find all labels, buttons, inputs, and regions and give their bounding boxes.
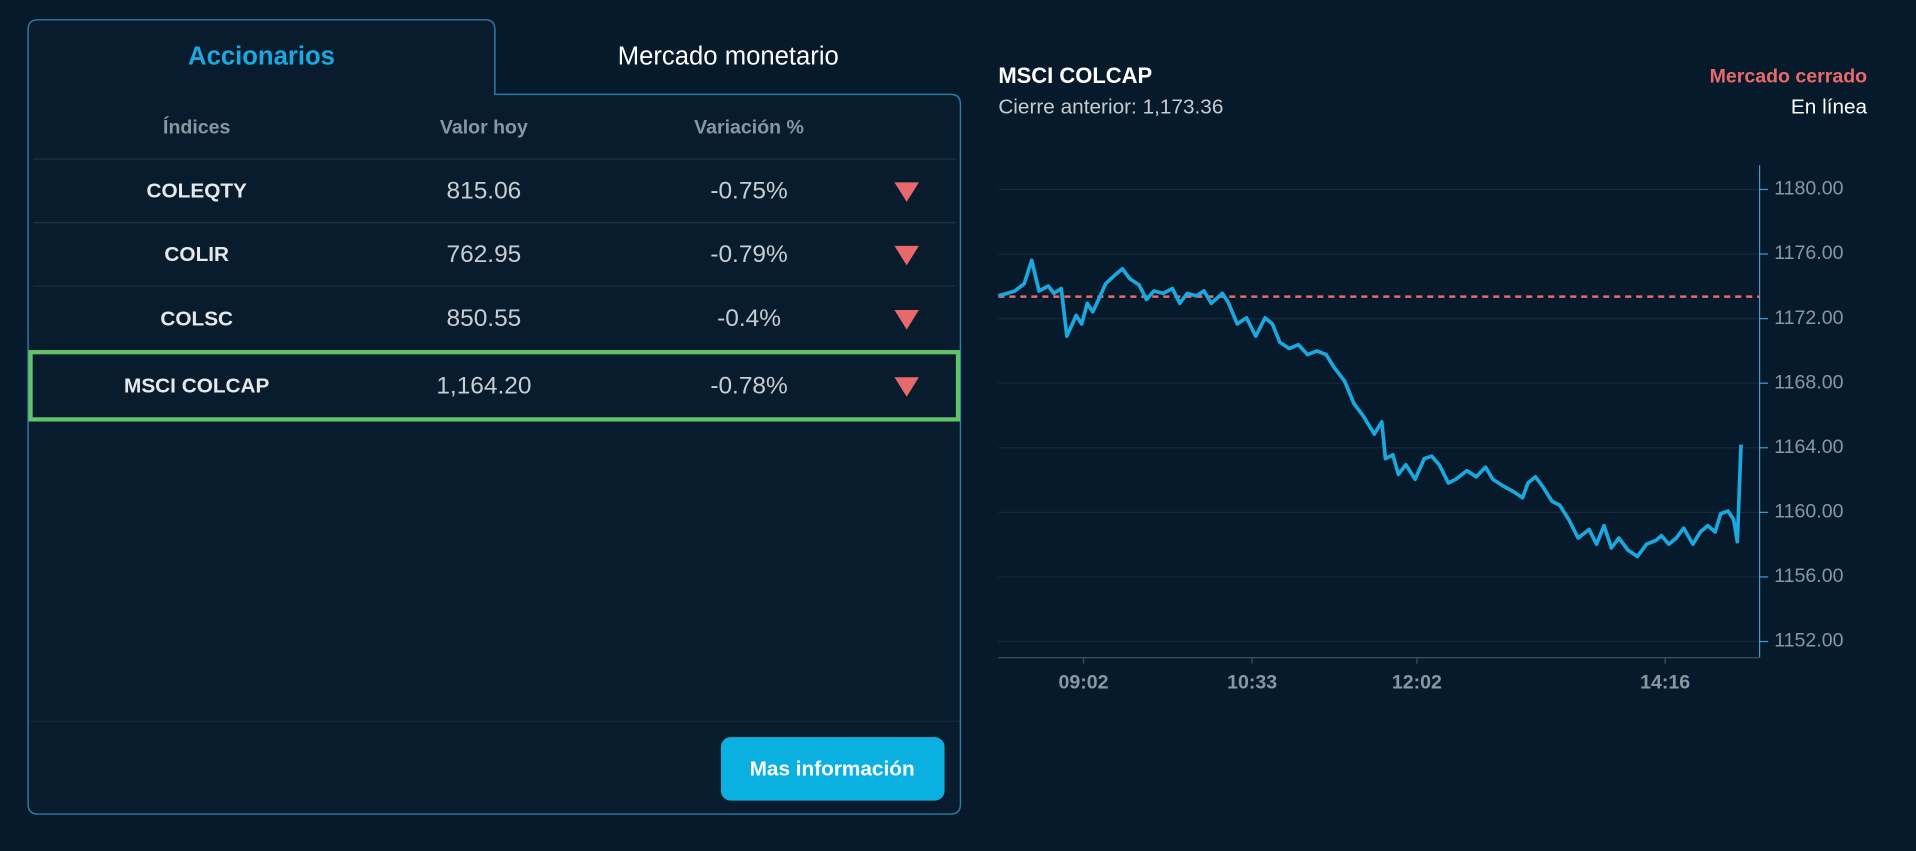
y-tick-label: 1152.00 [1774,630,1843,652]
index-name: COLIR [164,243,229,266]
market-status: Mercado cerrado [1710,65,1868,87]
index-value: 815.06 [447,178,522,205]
y-tick-label: 1180.00 [1774,178,1843,200]
price-line [997,258,1743,559]
index-name: MSCI COLCAP [124,374,270,397]
y-tick-label: 1164.00 [1774,436,1843,458]
index-value: 762.95 [447,241,522,268]
index-change: -0.4% [717,305,781,332]
down-arrow [894,182,919,202]
x-tick-label: 09:02 [1059,672,1109,694]
y-tick-label: 1156.00 [1774,565,1843,587]
chart-title: MSCI COLCAP [998,63,1152,88]
chart-subtitle: Cierre anterior: 1,173.36 [998,95,1223,118]
x-tick-label: 12:02 [1392,672,1442,694]
y-tick-label: 1168.00 [1774,371,1843,393]
down-arrow [894,245,919,266]
down-arrow [894,377,919,397]
index-change: -0.75% [710,178,787,205]
button-label[interactable]: Mas información [750,758,915,781]
down-arrow [894,310,919,330]
panel [27,19,962,815]
selected-row [28,350,961,422]
column-header: Valor hoy [440,117,528,139]
x-tick-label: 10:33 [1227,672,1277,694]
y-tick-label: 1176.00 [1774,242,1843,264]
column-header: Variación % [694,117,804,139]
index-change: -0.78% [710,372,787,399]
table: Índices Valor hoy Variación % COLEQTY 815.06… [28,116,961,422]
index-value: 1,164.20 [436,372,531,399]
connection-status: En línea [1791,95,1868,118]
index-change: -0.79% [710,241,787,268]
tab[interactable]: Mercado monetario [618,42,839,70]
more-info-button[interactable] [720,737,945,801]
y-tick-label: 1160.00 [1774,501,1843,523]
tab[interactable]: Accionarios [188,42,335,70]
y-tick-label: 1172.00 [1774,307,1843,329]
chart: 1152.00 1156.00 1160.00 1164.00 1168.00 1172.… [997,165,1844,694]
index-value: 850.55 [447,305,522,332]
column-header: Índices [163,116,230,139]
x-tick-label: 14:16 [1640,672,1690,694]
index-name: COLEQTY [147,180,248,203]
index-name: COLSC [160,307,233,330]
